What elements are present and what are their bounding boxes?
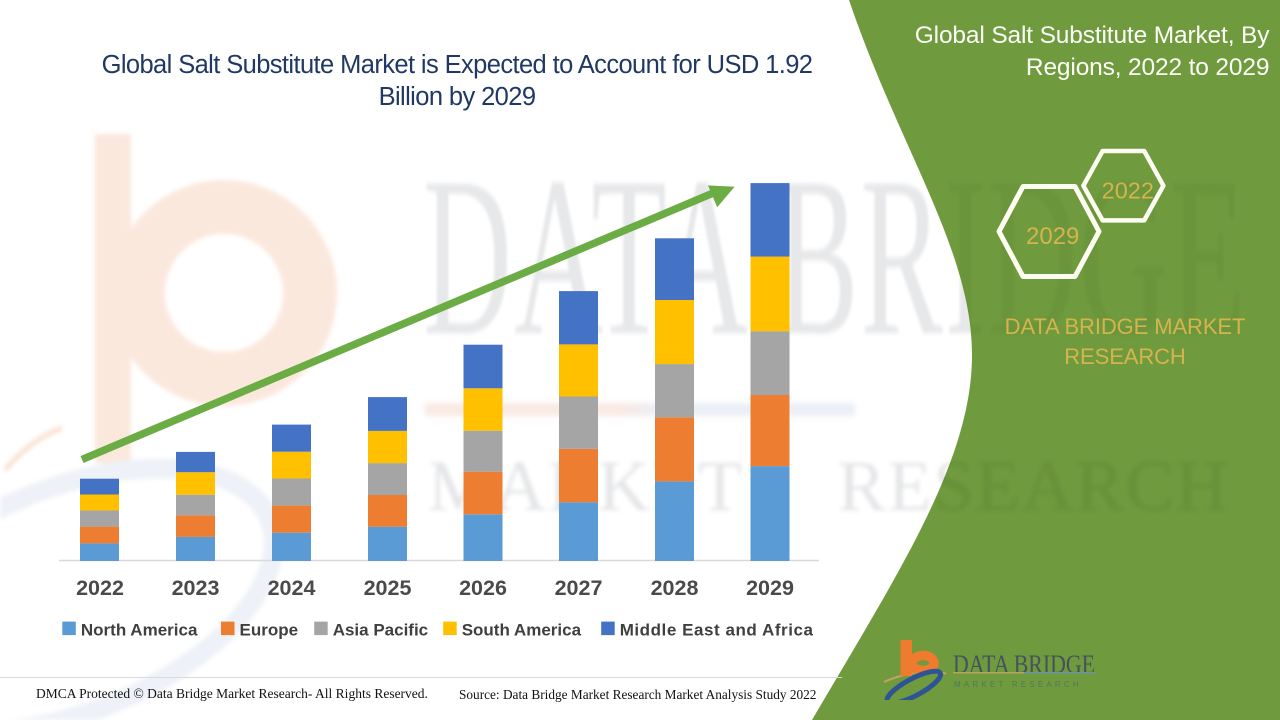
svg-text:North America: North America <box>81 620 198 639</box>
svg-text:2025: 2025 <box>364 576 412 600</box>
svg-text:Europe: Europe <box>240 620 299 639</box>
svg-text:South America: South America <box>462 620 582 639</box>
svg-text:2022: 2022 <box>76 576 124 600</box>
svg-text:Asia Pacific: Asia Pacific <box>333 620 428 639</box>
svg-text:MARKET RESEARCH: MARKET RESEARCH <box>954 680 1082 689</box>
svg-text:2023: 2023 <box>172 576 220 600</box>
svg-text:DATA BRIDGE: DATA BRIDGE <box>953 650 1095 679</box>
svg-text:2028: 2028 <box>651 576 699 600</box>
svg-text:2029: 2029 <box>1026 223 1079 250</box>
svg-text:2024: 2024 <box>268 576 316 600</box>
svg-text:2027: 2027 <box>555 576 603 600</box>
svg-text:Middle East and Africa: Middle East and Africa <box>620 620 814 639</box>
svg-text:2029: 2029 <box>746 576 794 600</box>
svg-text:2026: 2026 <box>459 576 507 600</box>
svg-text:2022: 2022 <box>1102 177 1154 203</box>
